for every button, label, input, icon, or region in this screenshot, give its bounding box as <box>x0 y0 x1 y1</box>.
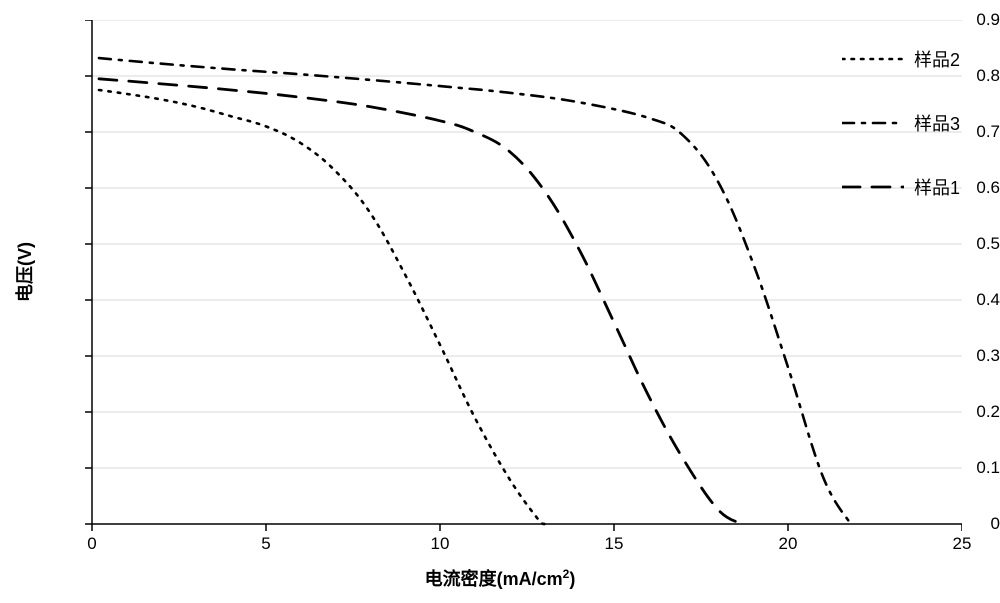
series-s2 <box>99 90 544 524</box>
legend-label: 样品1 <box>914 174 960 200</box>
series-s3 <box>99 58 851 524</box>
legend-label: 样品3 <box>914 110 960 136</box>
y-tick-label: 0.3 <box>922 346 1000 366</box>
x-axis-label: 电流密度(mA/cm²) 电流密度(mA/cm2) <box>425 565 576 591</box>
legend-item: 样品2 <box>842 46 960 72</box>
y-tick-label: 0.1 <box>922 458 1000 478</box>
x-tick-label: 0 <box>87 534 96 554</box>
series-s1 <box>99 79 743 524</box>
y-tick-label: 0.9 <box>922 10 1000 30</box>
y-tick-label: 0 <box>922 514 1000 534</box>
plot-svg <box>84 20 962 532</box>
legend-item: 样品3 <box>842 110 960 136</box>
x-tick-label: 25 <box>953 534 972 554</box>
legend: 样品2 样品3 样品1 <box>842 46 960 238</box>
legend-swatch <box>842 111 904 135</box>
x-axis-label-rendered: 电流密度(mA/cm2) <box>425 569 576 589</box>
x-tick-label: 5 <box>261 534 270 554</box>
y-tick-label: 0.4 <box>922 290 1000 310</box>
iv-curve-chart: 电压(V) 电流密度(mA/cm²) 电流密度(mA/cm2) 0 0.1 0.2 0… <box>0 0 1000 603</box>
y-axis-label: 电压(V) <box>11 242 37 302</box>
x-tick-label: 10 <box>431 534 450 554</box>
y-tick-label: 0.2 <box>922 402 1000 422</box>
y-axis-label-text: 电压(V) <box>15 242 35 302</box>
legend-item: 样品1 <box>842 174 960 200</box>
legend-swatch <box>842 47 904 71</box>
legend-swatch <box>842 175 904 199</box>
x-tick-label: 15 <box>605 534 624 554</box>
legend-label: 样品2 <box>914 46 960 72</box>
x-tick-label: 20 <box>779 534 798 554</box>
